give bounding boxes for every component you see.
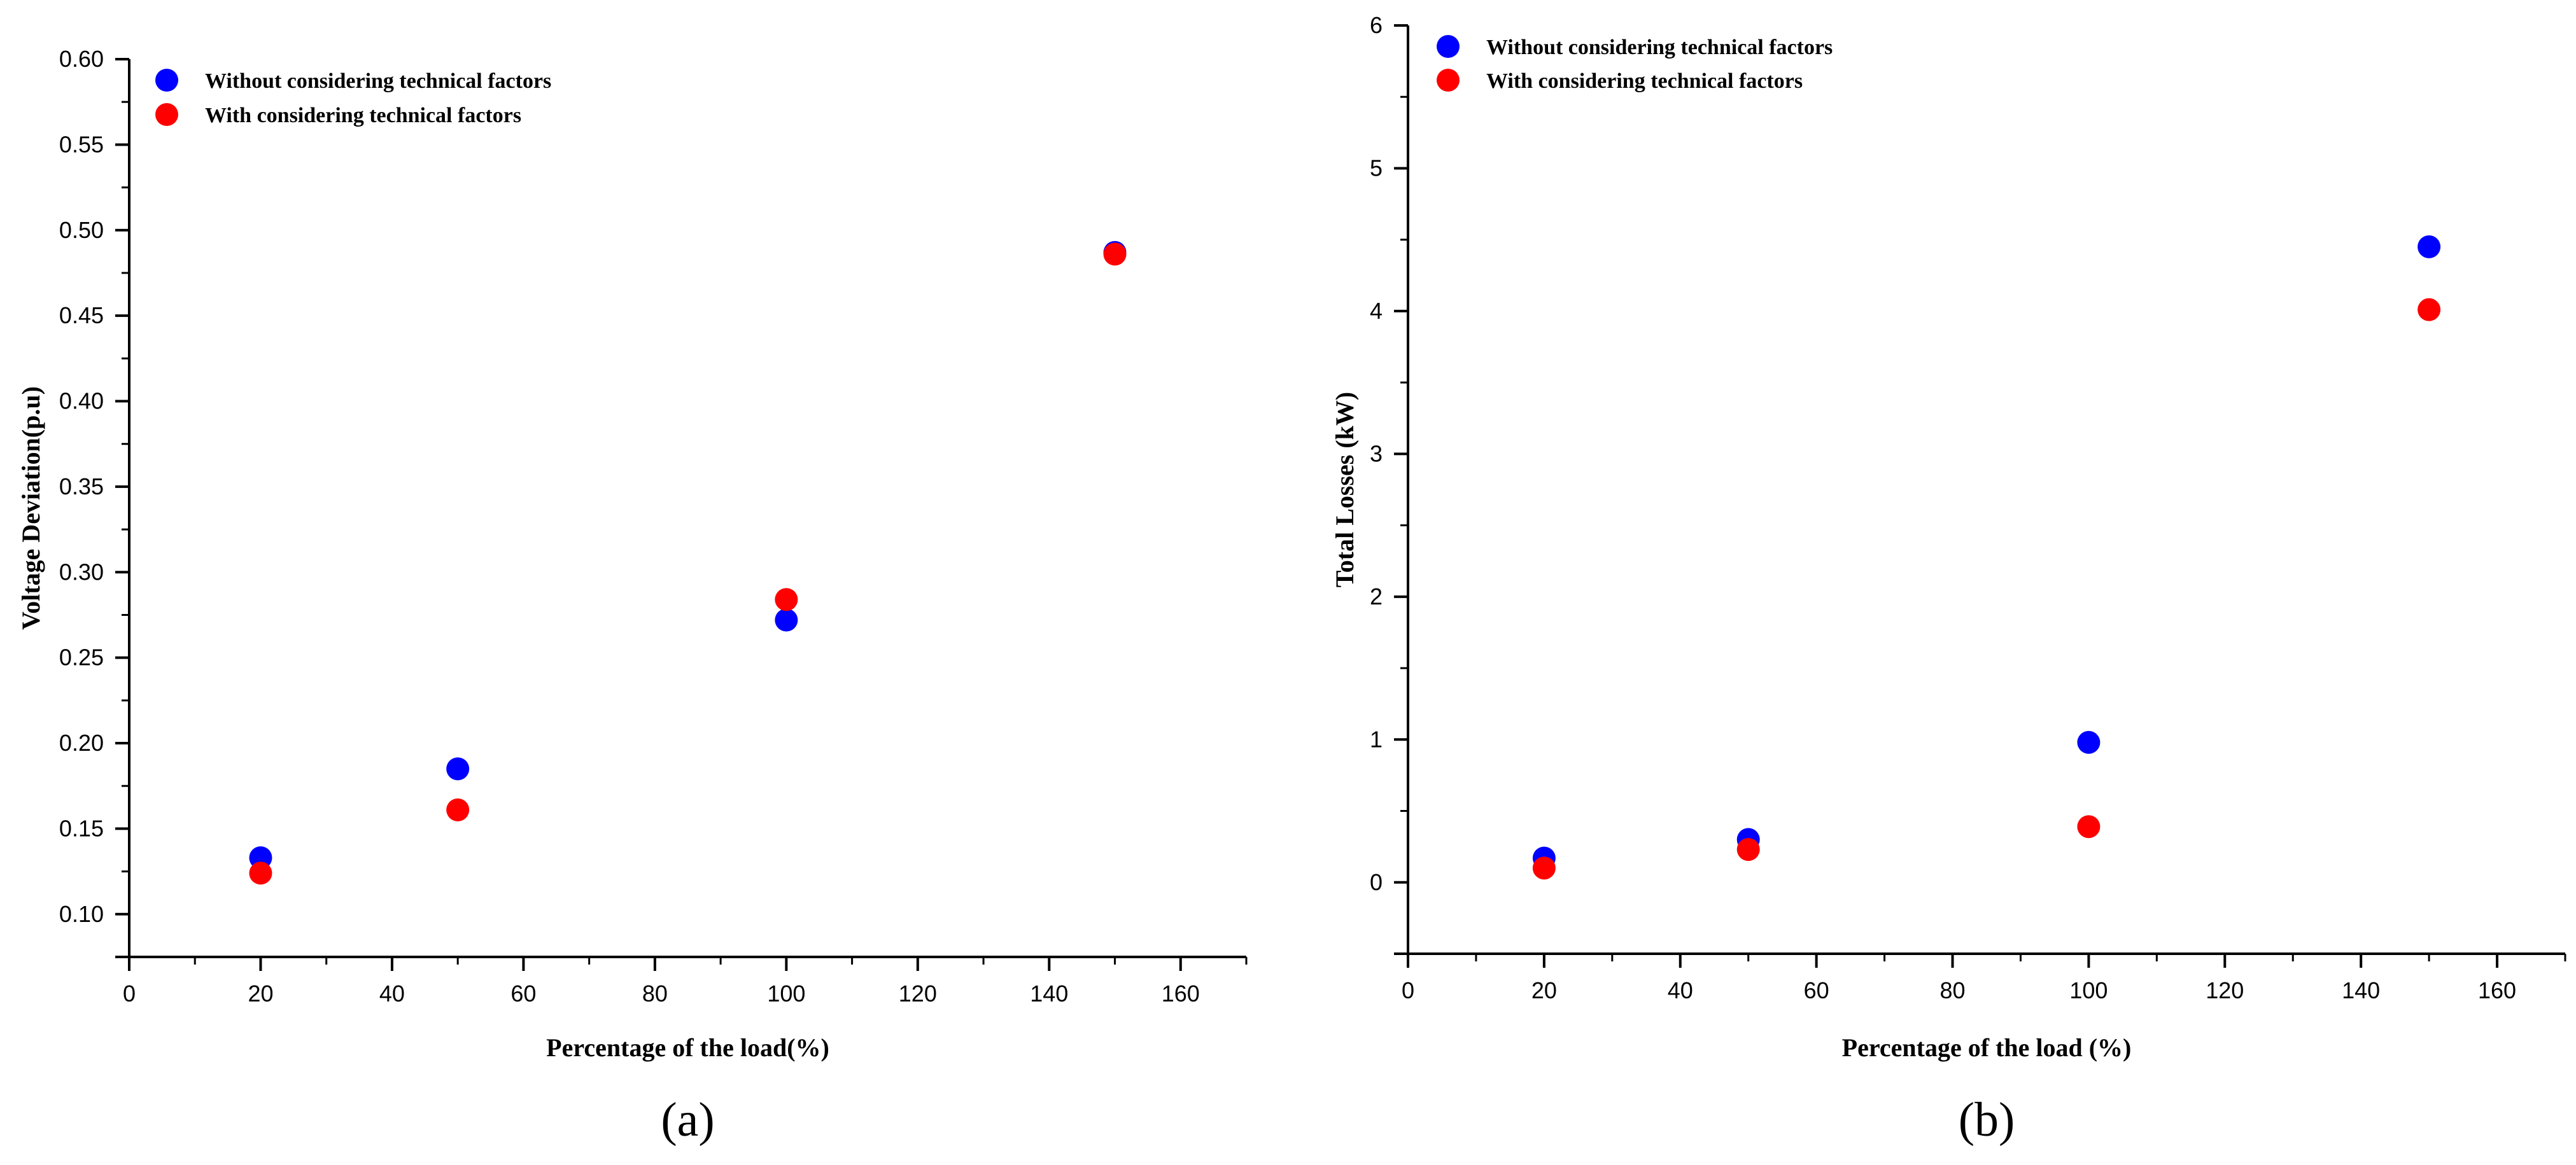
x-tick-label: 160	[2478, 977, 2516, 1003]
data-point	[249, 862, 272, 885]
series-with-technical-factors	[1532, 298, 2441, 880]
series-without-technical-factors	[249, 241, 1127, 870]
y-tick-label: 0.30	[59, 559, 104, 585]
series-without-technical-factors	[1532, 235, 2441, 870]
panel-label: (a)	[661, 1093, 714, 1147]
legend-marker	[1437, 69, 1460, 92]
y-tick-label: 5	[1370, 155, 1383, 181]
legend-label: Without considering technical factors	[1486, 36, 1833, 59]
x-tick-label: 140	[1030, 980, 1068, 1007]
legend-marker	[155, 69, 178, 92]
y-axis-title: Voltage Deviation(p.u)	[17, 386, 45, 630]
y-tick-label: 0.25	[59, 645, 104, 671]
data-point	[1103, 242, 1127, 266]
panel-b-total-losses: 0 20 40 60 80 100 120 140 160 0 1 2 3 4 5 6 Percentage o…	[1330, 12, 2566, 1147]
data-point	[2077, 815, 2101, 839]
x-tick-label: 140	[2342, 977, 2380, 1003]
x-tick-label: 120	[899, 980, 937, 1007]
x-axis-title: Percentage of the load(%)	[546, 1033, 829, 1062]
data-point	[775, 588, 798, 611]
y-tick-label: 0.20	[59, 730, 104, 756]
y-tick-label: 0.40	[59, 388, 104, 414]
y-tick-label: 2	[1370, 583, 1383, 610]
y-tick-label: 4	[1370, 298, 1383, 324]
x-tick-label: 40	[379, 980, 405, 1007]
panel-label: (b)	[1959, 1093, 2015, 1147]
y-tick-label: 0.50	[59, 217, 104, 243]
y-tick-label: 0.60	[59, 46, 104, 72]
series-with-technical-factors	[249, 242, 1127, 885]
x-tick-label: 0	[1402, 977, 1414, 1003]
data-point	[775, 608, 798, 632]
x-tick-label: 60	[1804, 977, 1829, 1003]
x-axis-title: Percentage of the load (%)	[1842, 1033, 2132, 1062]
x-tick-label: 20	[248, 980, 273, 1007]
y-tick-label: 0.45	[59, 302, 104, 328]
data-point	[2077, 730, 2101, 754]
x-tick-label: 60	[510, 980, 536, 1007]
x-tick-label: 100	[767, 980, 805, 1007]
legend-marker	[1437, 35, 1460, 58]
legend-label: With considering technical factors	[1486, 69, 1803, 93]
y-tick-label: 0.35	[59, 473, 104, 499]
x-tick-label: 80	[1940, 977, 1966, 1003]
legend-marker	[155, 103, 178, 126]
x-tick-label: 160	[1162, 980, 1200, 1007]
y-tick-label: 0.15	[59, 815, 104, 841]
x-tick-label: 80	[642, 980, 668, 1007]
legend-label: Without considering technical factors	[205, 69, 551, 93]
data-point	[2418, 235, 2441, 258]
data-point	[2418, 298, 2441, 321]
y-tick-label: 1	[1370, 726, 1383, 752]
y-tick-label: 0.55	[59, 131, 104, 157]
x-tick-label: 100	[2069, 977, 2108, 1003]
data-point	[1532, 856, 1556, 880]
data-point	[446, 798, 470, 821]
y-tick-label: 0	[1370, 869, 1383, 895]
y-tick-label: 0.10	[59, 901, 104, 927]
y-tick-label: 3	[1370, 440, 1383, 466]
data-point	[1736, 838, 1760, 862]
x-tick-label: 120	[2206, 977, 2244, 1003]
data-point	[446, 757, 470, 781]
legend: Without considering technical factors Wit…	[155, 69, 551, 127]
panel-a-voltage-deviation: 0 20 40 60 80 100 120 140 160 0.10 0.15 0.20 0.25 0.3…	[17, 46, 1248, 1147]
legend: Without considering technical factors Wit…	[1437, 35, 1833, 93]
y-tick-label: 6	[1370, 12, 1383, 38]
legend-label: With considering technical factors	[205, 104, 521, 127]
x-tick-label: 20	[1531, 977, 1557, 1003]
x-tick-label: 40	[1668, 977, 1693, 1003]
y-axis-title: Total Losses (kW)	[1330, 392, 1359, 587]
x-tick-label: 0	[123, 980, 136, 1007]
